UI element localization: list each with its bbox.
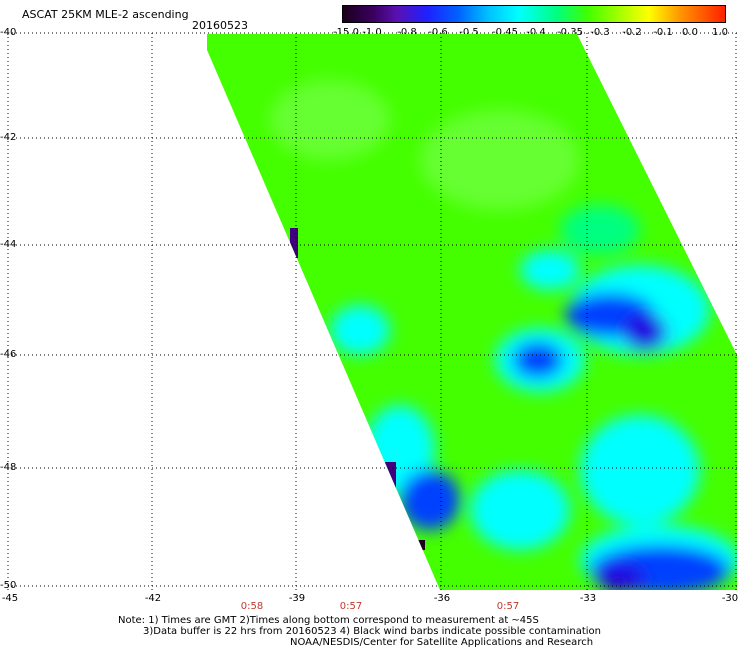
- edge-cell: [290, 228, 298, 258]
- lat-label: -50: [0, 580, 17, 591]
- lat-label: -40: [0, 27, 17, 38]
- lon-label: -33: [579, 593, 597, 604]
- colorbar-label: 0.0: [682, 27, 698, 38]
- colorbar-label: -0.1: [653, 27, 673, 38]
- lon-label: -30: [721, 593, 739, 604]
- swath-patch-cyan: [520, 250, 580, 290]
- map-date: 20160523: [192, 19, 248, 32]
- wind-swath: [207, 34, 737, 590]
- colorbar-label: -0.35: [557, 27, 583, 38]
- colorbar-label: -15.0: [333, 27, 359, 38]
- lon-label: -36: [433, 593, 451, 604]
- time-label: 0:57: [496, 601, 520, 612]
- time-label: 0:57: [339, 601, 363, 612]
- swath-patch-light: [270, 80, 390, 160]
- swath-patch-deepblue: [623, 314, 667, 350]
- swath-patch-blue: [400, 470, 460, 530]
- colorbar-label: -0.6: [428, 27, 448, 38]
- colorbar: [342, 5, 726, 23]
- swath-patch-deepblue: [595, 564, 645, 590]
- edge-cell: [417, 540, 425, 550]
- colorbar-label: -0.8: [397, 27, 417, 38]
- swath-patch-blue: [513, 342, 563, 378]
- footnote-line-2: 3)Data buffer is 22 hrs from 20160523 4)…: [143, 626, 601, 637]
- swath-patch-cyan: [330, 305, 390, 355]
- map-grid: [7, 32, 737, 590]
- lon-label: -45: [1, 593, 19, 604]
- map-title: ASCAT 25KM MLE-2 ascending: [22, 8, 189, 21]
- swath-patch-light: [420, 110, 580, 210]
- lon-label: -42: [144, 593, 162, 604]
- lon-label: -39: [288, 593, 306, 604]
- footnote-line-1: Note: 1) Times are GMT 2)Times along bot…: [118, 615, 539, 626]
- lat-label: -46: [0, 349, 17, 360]
- footnote-credit: NOAA/NESDIS/Center for Satellite Applica…: [290, 637, 594, 648]
- lat-label: -44: [0, 239, 17, 250]
- time-label: 0:58: [240, 601, 264, 612]
- swath-patch-cyan: [580, 415, 700, 525]
- lat-label: -48: [0, 462, 17, 473]
- swath-patch-teal: [560, 205, 640, 255]
- lat-label: -42: [0, 132, 17, 143]
- edge-cell: [384, 462, 396, 502]
- swath-patch-cyan: [470, 470, 570, 550]
